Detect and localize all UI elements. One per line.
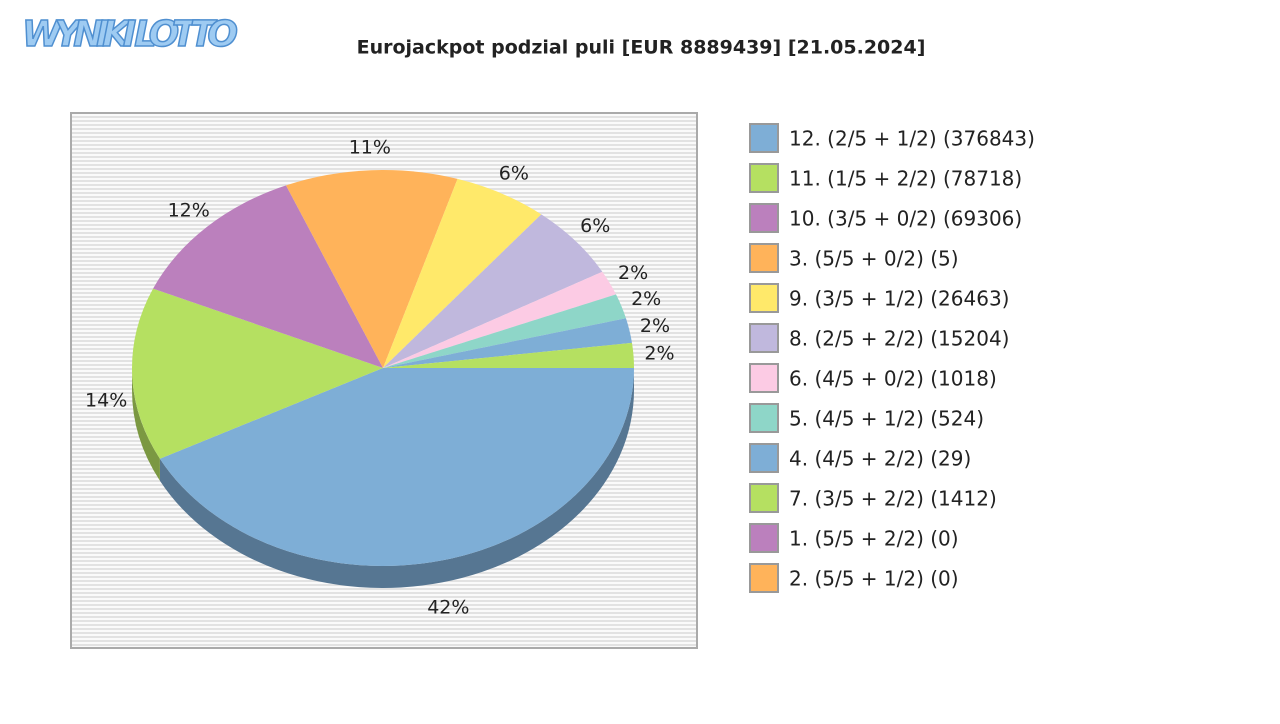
slice (286, 170, 458, 368)
legend-label: 5. (4/5 + 1/2) (524) (789, 407, 984, 431)
legend-label: 10. (3/5 + 0/2) (69306) (789, 207, 1022, 231)
legend-swatch (749, 323, 779, 353)
legend-swatch (749, 363, 779, 393)
slice (383, 294, 626, 368)
pie: 42% 14% 12% 11% 6% 6% 2% 2% 2% 2% (85, 137, 674, 619)
slice (153, 185, 383, 368)
legend-swatch (749, 163, 779, 193)
value-label: 2% (644, 343, 674, 365)
value-label: 12% (168, 200, 210, 222)
slice-side (132, 368, 160, 481)
slice (383, 342, 634, 368)
legend-swatch (749, 403, 779, 433)
slice (383, 318, 632, 368)
value-label: 2% (631, 288, 661, 310)
legend-swatch (749, 563, 779, 593)
legend-swatch (749, 243, 779, 273)
value-label: 14% (85, 389, 127, 411)
legend-label: 11. (1/5 + 2/2) (78718) (789, 167, 1022, 191)
legend-label: 9. (3/5 + 1/2) (26463) (789, 287, 1009, 311)
value-label: 2% (640, 315, 670, 337)
legend-swatch (749, 283, 779, 313)
legend-label: 12. (2/5 + 1/2) (376843) (789, 127, 1035, 151)
legend-label: 7. (3/5 + 2/2) (1412) (789, 487, 997, 511)
legend-swatch (749, 523, 779, 553)
slice (383, 271, 617, 368)
legend-label: 6. (4/5 + 0/2) (1018) (789, 367, 997, 391)
legend-swatch (749, 203, 779, 233)
value-label: 42% (427, 596, 469, 618)
chart-title: Eurojackpot podzial puli [EUR 8889439] [… (357, 37, 926, 59)
legend-swatch (749, 483, 779, 513)
legend-label: 2. (5/5 + 1/2) (0) (789, 567, 959, 591)
value-label: 2% (618, 262, 648, 284)
legend: 12. (2/5 + 1/2) (376843) 11. (1/5 + 2/2) … (749, 123, 1035, 593)
value-label: 6% (580, 215, 610, 237)
slice (132, 288, 383, 459)
legend-label: 1. (5/5 + 2/2) (0) (789, 527, 959, 551)
legend-swatch (749, 443, 779, 473)
slice (383, 214, 603, 368)
value-label: 6% (499, 163, 529, 185)
logo: WYNIKI LOTTO (22, 14, 238, 55)
legend-label: 4. (4/5 + 2/2) (29) (789, 447, 971, 471)
legend-swatch (749, 123, 779, 153)
slice (159, 368, 635, 566)
slice (383, 178, 542, 368)
legend-label: 8. (2/5 + 2/2) (15204) (789, 327, 1009, 351)
legend-label: 3. (5/5 + 0/2) (5) (789, 247, 959, 271)
value-label: 11% (349, 137, 391, 159)
